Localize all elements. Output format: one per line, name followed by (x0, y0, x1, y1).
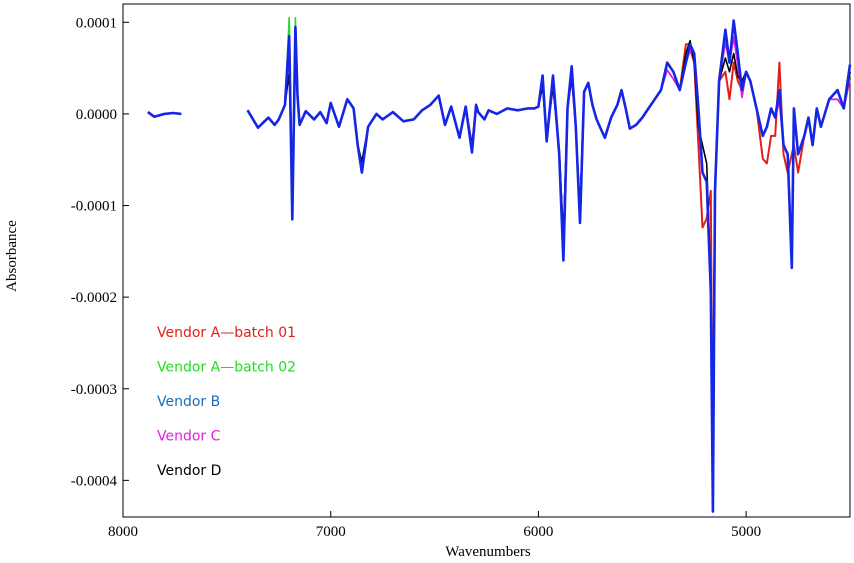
y-tick-label: -0.0002 (71, 290, 117, 306)
legend-entry: Vendor A—batch 01 (157, 325, 296, 341)
plot-area-frame (122, 3, 851, 518)
y-axis: 0.0001 0.0000 -0.0001 -0.0002 -0.0003 -0.0004 (71, 15, 129, 489)
y-tick-label: -0.0004 (71, 473, 118, 489)
y-tick-label: -0.0003 (71, 382, 117, 398)
series-line-2 (147, 16, 851, 504)
x-tick-label: 5000 (731, 524, 761, 540)
legend-entry: Vendor C (157, 429, 221, 445)
series-layer (147, 16, 852, 513)
legend-entry: Vendor B (157, 394, 220, 410)
series-line-1 (147, 25, 851, 504)
series-line-3 (147, 19, 852, 513)
x-axis: 8000 7000 6000 5000 (108, 511, 761, 540)
y-tick-label: -0.0001 (71, 199, 117, 215)
legend-entry: Vendor A—batch 02 (157, 360, 296, 376)
x-tick-label: 7000 (316, 524, 346, 540)
series-line-5 (147, 39, 851, 412)
legend-entry: Vendor D (157, 463, 221, 479)
y-tick-label: 0.0000 (76, 107, 117, 123)
y-tick-label: 0.0001 (76, 15, 117, 31)
series-line-4 (147, 35, 851, 485)
x-tick-label: 6000 (523, 524, 553, 540)
x-axis-title: Wavenumbers (445, 544, 531, 560)
legend: Vendor A—batch 01 Vendor A—batch 02 Vendor… (157, 325, 296, 479)
x-tick-label: 8000 (108, 524, 138, 540)
y-axis-title: Absorbance (4, 220, 20, 292)
